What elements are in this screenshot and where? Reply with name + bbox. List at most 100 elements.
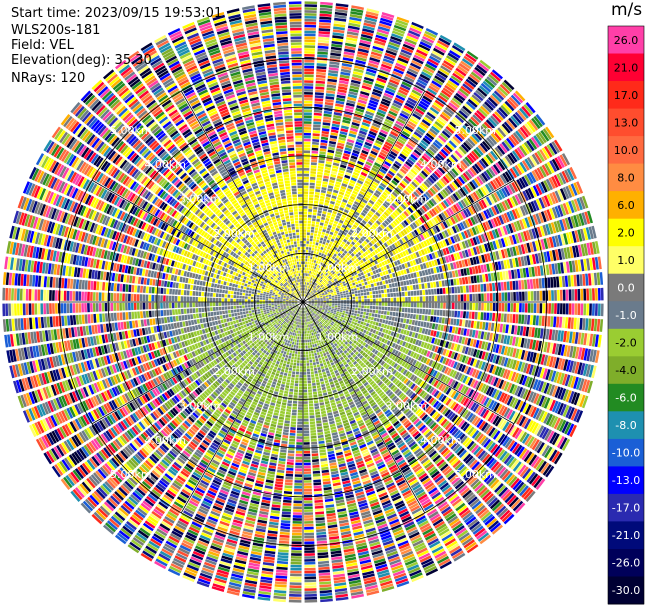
gate-cell (352, 171, 360, 177)
gate-cell (431, 125, 440, 134)
gate-cell (367, 272, 371, 277)
gate-cell (338, 265, 342, 269)
gate-cell (409, 285, 413, 291)
gate-cell (480, 157, 489, 167)
gate-cell (309, 188, 315, 192)
gate-cell (349, 85, 360, 90)
gate-cell (320, 266, 324, 269)
gate-cell (387, 207, 394, 213)
gate-cell (509, 210, 515, 221)
gate-cell (334, 261, 338, 265)
gate-cell (364, 245, 369, 251)
gate-cell (581, 212, 588, 225)
gate-cell (515, 314, 519, 324)
gate-cell (427, 176, 435, 184)
gate-cell (585, 318, 589, 331)
gate-cell (355, 316, 359, 320)
gate-cell (337, 298, 341, 300)
gate-cell (304, 59, 315, 63)
gate-cell (363, 240, 368, 245)
gate-cell (311, 298, 314, 300)
gate-cell (326, 158, 333, 162)
gate-cell (317, 168, 324, 172)
gate-cell (343, 113, 352, 119)
gate-cell (382, 319, 386, 324)
gate-cell (434, 251, 439, 258)
gate-cell (387, 279, 392, 284)
gate-cell (435, 215, 442, 223)
gate-cell (499, 143, 508, 154)
gate-cell (340, 185, 347, 190)
gate-cell (483, 210, 490, 219)
gate-cell (362, 262, 366, 267)
gate-cell (464, 240, 470, 248)
gate-cell (311, 297, 314, 299)
gate-cell (428, 146, 437, 154)
gate-cell (375, 176, 382, 182)
gate-cell (306, 291, 309, 295)
gate-cell (319, 293, 322, 296)
gate-cell (454, 133, 464, 142)
gate-cell (330, 52, 341, 57)
gate-cell (314, 101, 323, 105)
gate-cell (322, 270, 325, 274)
gate-cell (334, 156, 341, 161)
gate-cell (536, 226, 543, 238)
gate-cell (323, 279, 327, 283)
gate-cell (328, 221, 333, 226)
gate-cell (343, 271, 347, 275)
gate-cell (344, 229, 349, 234)
gate-cell (327, 152, 334, 156)
gate-cell (457, 223, 463, 231)
gate-cell (504, 292, 508, 301)
gate-cell (380, 205, 387, 211)
gate-cell (304, 109, 313, 113)
gate-cell (379, 20, 392, 27)
gate-cell (356, 241, 361, 246)
gate-cell (485, 322, 489, 331)
gate-cell (337, 142, 345, 147)
gate-cell (308, 206, 313, 209)
gate-cell (355, 284, 359, 288)
gate-cell (330, 198, 336, 202)
gate-cell (434, 243, 439, 250)
gate-cell (349, 179, 356, 185)
gate-cell (413, 229, 419, 236)
gate-cell (340, 304, 344, 306)
gate-cell (320, 237, 324, 241)
gate-cell (303, 284, 305, 288)
gate-cell (589, 303, 592, 316)
gate-cell (314, 287, 318, 290)
gate-cell (378, 298, 382, 302)
gate-cell (341, 248, 345, 252)
gate-cell (310, 176, 316, 180)
gate-cell (351, 76, 362, 82)
gate-cell (420, 321, 424, 327)
gate-cell (377, 26, 390, 32)
gate-cell (329, 55, 341, 60)
gate-cell (384, 306, 388, 311)
gate-cell (434, 295, 438, 302)
gate-cell (304, 33, 316, 37)
gate-cell (455, 202, 462, 211)
gate-cell (354, 243, 359, 248)
gate-cell (475, 89, 486, 100)
gate-cell (486, 76, 498, 86)
gate-cell (523, 174, 532, 186)
gate-cell (369, 291, 373, 295)
gate-cell (306, 291, 308, 294)
gate-cell (306, 235, 310, 238)
gate-cell (303, 243, 306, 247)
gate-cell (440, 177, 448, 186)
gate-cell (348, 22, 361, 28)
gate-cell (373, 222, 379, 228)
gate-cell (330, 258, 334, 262)
gate-cell (338, 246, 342, 250)
gate-cell (366, 177, 373, 183)
gate-cell (315, 186, 321, 190)
gate-cell (557, 303, 560, 315)
gate-cell (424, 213, 430, 221)
gate-cell (305, 288, 307, 291)
gate-cell (352, 149, 360, 155)
gate-cell (518, 280, 522, 290)
